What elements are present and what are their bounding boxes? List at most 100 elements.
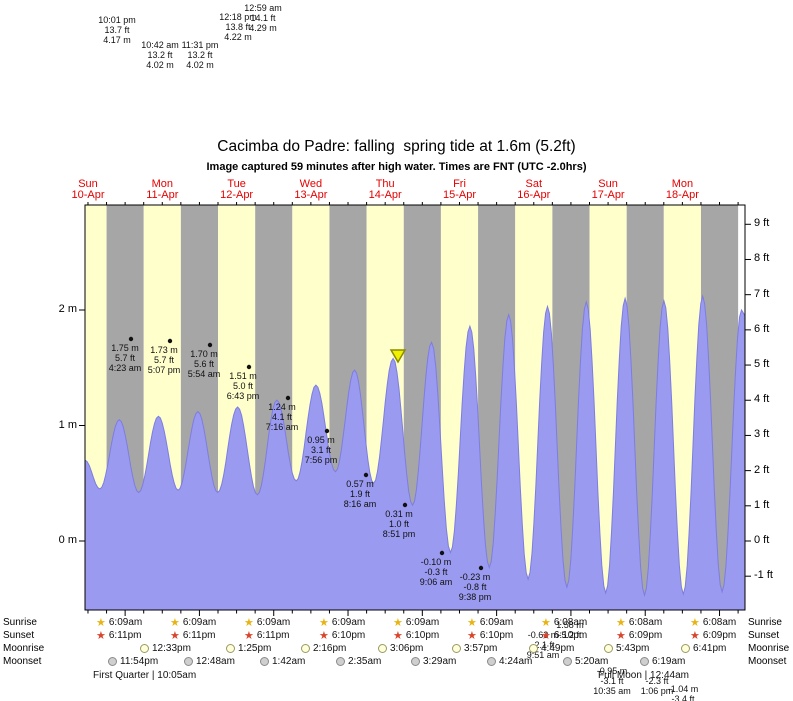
moonrise-icon [140, 644, 149, 653]
moonset-icon [640, 657, 649, 666]
right-axis-label: 1 ft [754, 498, 770, 511]
moonset-entry: 12:48am [184, 656, 235, 667]
moonset-icon [563, 657, 572, 666]
sunrise-entry: ★ 6:08am [690, 617, 736, 628]
moonset-icon [260, 657, 269, 666]
chart-frame [84, 204, 746, 611]
sunset-time: 6:11pm [108, 630, 142, 641]
sunset-star-icon: ★ [319, 629, 329, 642]
moonrise-entry: 12:33pm [140, 643, 191, 654]
moonrise-icon [452, 644, 461, 653]
tide-point-label: 1.73 m 5.7 ft 5:07 pm [147, 345, 181, 375]
high-tide-label: 12:59 am 14.1 ft 4.29 m [244, 3, 282, 33]
moonrise-icon [529, 644, 538, 653]
sunset-entry: ★ 6:10pm [541, 630, 587, 641]
moonset-entry: 4:24am [487, 656, 532, 667]
sunset-entry: ★ 6:10pm [393, 630, 439, 641]
moonset-time: 5:20am [575, 656, 609, 667]
tide-point-label: 1.70 m 5.6 ft 5:54 am [187, 349, 221, 379]
moonset-time: 4:24am [499, 656, 533, 667]
sunset-star-icon: ★ [616, 629, 626, 642]
sunrise-star-icon: ★ [541, 616, 551, 629]
moonset-icon [411, 657, 420, 666]
sunset-star-icon: ★ [170, 629, 180, 642]
tide-point-label: 1.51 m 5.0 ft 6:43 pm [226, 371, 260, 401]
moonset-icon [487, 657, 496, 666]
sunset-time: 6:10pm [331, 630, 366, 641]
astro-row-label-left-moonset: Moonset [3, 656, 42, 667]
moonrise-entry: 3:06pm [378, 643, 423, 654]
sunset-time: 6:09pm [628, 630, 663, 641]
moonset-time: 6:19am [652, 656, 686, 667]
tide-point-label: 1.24 m 4.1 ft 7:16 am [265, 402, 299, 432]
chart-subtitle: Image captured 59 minutes after high wat… [206, 161, 587, 173]
sunrise-entry: ★ 6:09am [393, 617, 439, 628]
high-tide-label: 12:18 pm 13.8 ft 4.22 m [219, 12, 257, 42]
sunset-star-icon: ★ [96, 629, 106, 642]
current-tide-marker-icon [389, 349, 407, 364]
moonrise-entry: 4:49pm [529, 643, 574, 654]
astro-row-label-right-sunset: Sunset [748, 630, 780, 641]
moonset-entry: 5:20am [563, 656, 608, 667]
sunrise-star-icon: ★ [616, 616, 626, 629]
right-axis-label: 9 ft [754, 217, 770, 230]
sunrise-star-icon: ★ [244, 616, 254, 629]
sunset-time: 6:10pm [479, 630, 514, 641]
astro-row-label-right-moonset: Moonset [748, 656, 787, 667]
moonrise-icon [301, 644, 310, 653]
moonset-icon [336, 657, 345, 666]
tide-point-dot [324, 428, 330, 434]
right-axis-label: 3 ft [754, 428, 770, 441]
day-label: Sun 17-Apr [591, 178, 625, 201]
sunrise-star-icon: ★ [170, 616, 180, 629]
left-axis-label: 1 m [58, 418, 77, 431]
moonset-time: 3:29am [423, 656, 457, 667]
sunrise-time: 6:09am [331, 617, 366, 628]
moonrise-time: 1:25pm [238, 643, 272, 654]
moon-phase-label: Full Moon | 12:44am [598, 670, 689, 681]
tide-point-dot [402, 502, 408, 508]
sunset-time: 6:10pm [553, 630, 588, 641]
sunrise-star-icon: ★ [467, 616, 477, 629]
sunset-entry: ★ 6:10pm [319, 630, 365, 641]
off-chart-tide-label: -1.04 m -3.4 ft [667, 684, 699, 701]
tide-point-label: 0.95 m 3.1 ft 7:56 pm [304, 435, 338, 465]
sunrise-entry: ★ 6:09am [319, 617, 365, 628]
tide-point-dot [167, 338, 173, 344]
sunrise-star-icon: ★ [319, 616, 329, 629]
moonset-time: 12:48am [196, 656, 235, 667]
tide-point-label: -0.10 m -0.3 ft 9:06 am [419, 557, 453, 587]
sunrise-time: 6:09am [108, 617, 143, 628]
sunset-entry: ★ 6:11pm [170, 630, 216, 641]
sunrise-entry: ★ 6:09am [467, 617, 513, 628]
day-label: Thu 14-Apr [368, 178, 402, 201]
left-axis-label: 2 m [58, 303, 77, 315]
high-tide-label: 10:01 pm 13.7 ft 4.17 m [98, 15, 136, 45]
moonset-entry: 1:42am [260, 656, 305, 667]
page-title: Cacimba do Padre: falling spring tide at… [217, 138, 576, 155]
moonset-time: 2:35am [348, 656, 382, 667]
sunrise-star-icon: ★ [96, 616, 106, 629]
astro-row-label-left-moonrise: Moonrise [3, 643, 45, 654]
moonrise-icon [604, 644, 613, 653]
moon-phase-label: First Quarter | 10:05am [93, 670, 197, 681]
sunrise-entry: ★ 6:08am [616, 617, 662, 628]
sunset-entry: ★ 6:09pm [616, 630, 662, 641]
sunset-star-icon: ★ [393, 629, 403, 642]
sunset-entry: ★ 6:11pm [96, 630, 142, 641]
moonrise-time: 2:16pm [313, 643, 347, 654]
right-axis-label: 5 ft [754, 358, 770, 371]
tide-point-dot [478, 565, 484, 571]
sunset-time: 6:09pm [702, 630, 737, 641]
off-chart-tide-label: -2.3 ft 1:06 pm [640, 676, 674, 696]
high-tide-label: 10:42 am 13.2 ft 4.02 m [141, 40, 179, 70]
moonrise-time: 4:49pm [541, 643, 575, 654]
sunrise-time: 6:09am [256, 617, 291, 628]
moonrise-time: 3:57pm [464, 643, 498, 654]
off-chart-tide-label: -0.95 m -3.1 ft 10:35 am [593, 666, 631, 696]
sunrise-time: 6:09am [405, 617, 440, 628]
sunrise-time: 6:08am [702, 617, 737, 628]
sunrise-entry: ★ 6:09am [96, 617, 142, 628]
right-axis-label: -1 ft [754, 569, 773, 582]
